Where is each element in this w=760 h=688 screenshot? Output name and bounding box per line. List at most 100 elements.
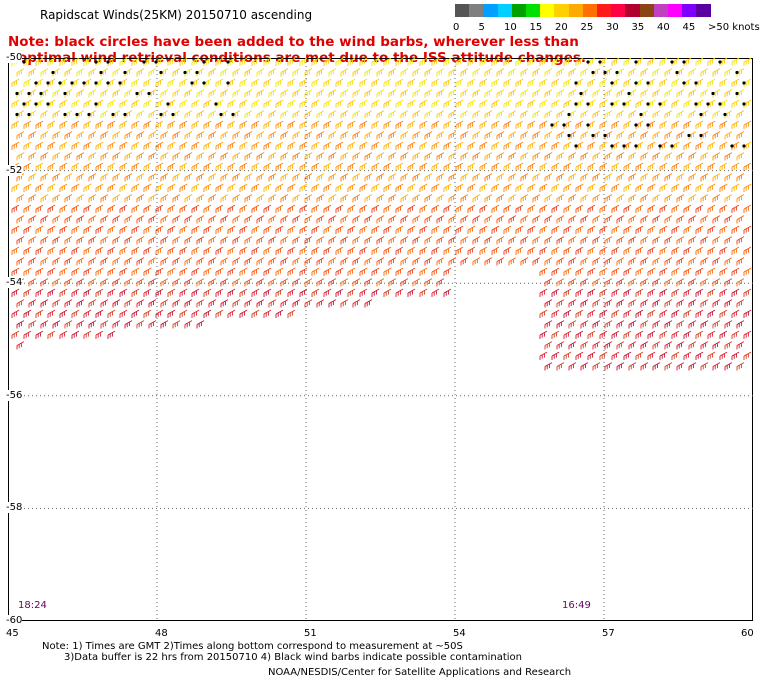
wind-barb: [52, 320, 61, 329]
wind-barb: [364, 152, 373, 161]
wind-barb: [95, 267, 104, 276]
wind-barb: [623, 246, 632, 255]
wind-barb: [323, 99, 332, 108]
wind-barb: [304, 68, 313, 77]
wind-barb: [316, 68, 325, 77]
wind-barb: [503, 99, 512, 108]
wind-barb: [412, 236, 421, 245]
wind-barb: [359, 288, 368, 297]
wind-barb: [275, 162, 284, 171]
wind-barb: [671, 225, 680, 234]
wind-barb: [335, 162, 344, 171]
wind-barb: [383, 99, 392, 108]
wind-barb: [299, 141, 308, 150]
wind-barb: [724, 68, 733, 77]
wind-barb: [203, 78, 212, 87]
wind-barb: [280, 257, 289, 266]
wind-barb: [304, 173, 313, 182]
wind-barb: [508, 68, 517, 77]
wind-barb: [388, 68, 397, 77]
wind-barb: [628, 236, 637, 245]
wind-barb: [76, 110, 85, 119]
wind-barb: [131, 246, 140, 255]
wind-barb: [700, 362, 709, 371]
wind-barb: [287, 183, 296, 192]
wind-barb: [688, 362, 697, 371]
wind-barb: [35, 141, 44, 150]
wind-barb: [196, 173, 205, 182]
wind-barb: [623, 141, 632, 150]
wind-barb: [155, 267, 164, 276]
quality-flag-circle: [574, 102, 578, 106]
wind-barb: [112, 68, 121, 77]
wind-barb: [328, 68, 337, 77]
wind-barb: [28, 89, 37, 98]
wind-barb: [352, 89, 361, 98]
wind-barb: [700, 131, 709, 140]
quality-flag-circle: [718, 102, 722, 106]
wind-barb: [628, 89, 637, 98]
wind-barb: [316, 215, 325, 224]
wind-barb: [496, 215, 505, 224]
wind-barb: [148, 110, 157, 119]
wind-barb: [184, 131, 193, 140]
wind-barb: [155, 120, 164, 129]
wind-barb: [431, 288, 440, 297]
wind-barb: [263, 57, 272, 66]
wind-barb: [119, 141, 128, 150]
wind-barb: [136, 131, 145, 140]
quality-flag-circle: [562, 123, 566, 127]
wind-barb: [59, 183, 68, 192]
wind-barb: [287, 141, 296, 150]
wind-barb: [275, 183, 284, 192]
scale-swatch: [511, 4, 526, 17]
wind-barb: [203, 288, 212, 297]
wind-barb: [527, 78, 536, 87]
wind-barb: [335, 288, 344, 297]
wind-barb: [532, 89, 541, 98]
wind-barb: [707, 99, 716, 108]
wind-barb: [419, 288, 428, 297]
scale-swatch: [526, 4, 541, 17]
wind-barb: [275, 78, 284, 87]
wind-barb: [383, 141, 392, 150]
wind-barb: [743, 330, 752, 339]
wind-barb: [76, 131, 85, 140]
wind-barb: [503, 141, 512, 150]
wind-barb: [671, 183, 680, 192]
wind-barb: [292, 131, 301, 140]
wind-barb: [551, 330, 560, 339]
wind-barb: [371, 183, 380, 192]
wind-barb: [395, 57, 404, 66]
wind-barb: [400, 257, 409, 266]
wind-barb: [568, 362, 577, 371]
wind-barb: [131, 204, 140, 213]
wind-barb: [371, 57, 380, 66]
wind-barb: [11, 288, 20, 297]
wind-barb: [599, 204, 608, 213]
wind-barb: [515, 162, 524, 171]
wind-barb: [419, 78, 428, 87]
wind-barb: [568, 173, 577, 182]
quality-flag-circle: [610, 102, 614, 106]
wind-barb: [736, 320, 745, 329]
wind-barb: [95, 57, 104, 66]
wind-barb: [592, 89, 601, 98]
wind-barb: [575, 183, 584, 192]
wind-barb: [352, 299, 361, 308]
wind-barb: [412, 131, 421, 140]
wind-barb: [436, 173, 445, 182]
wind-barb: [743, 351, 752, 360]
wind-barb: [107, 141, 116, 150]
wind-barb: [232, 236, 241, 245]
wind-barb: [299, 204, 308, 213]
wind-barb: [359, 204, 368, 213]
wind-barb: [268, 89, 277, 98]
wind-barb: [244, 257, 253, 266]
quality-flag-circle: [574, 81, 578, 85]
wind-barb: [508, 236, 517, 245]
wind-barb: [407, 99, 416, 108]
wind-barb: [191, 288, 200, 297]
wind-barb: [179, 225, 188, 234]
wind-barb: [652, 320, 661, 329]
